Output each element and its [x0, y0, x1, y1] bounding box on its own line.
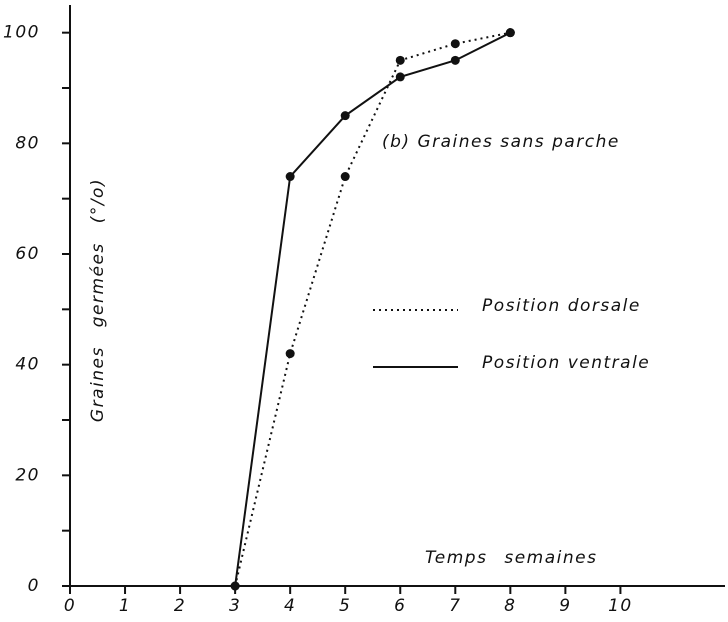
y-axis-label: Graines germées (°/o)	[88, 178, 108, 422]
x-tick-label: 6	[394, 596, 406, 616]
x-tick-label: 0	[64, 596, 76, 616]
point	[450, 39, 460, 49]
y-tick-label: 80	[15, 133, 40, 153]
point	[340, 172, 350, 182]
y-tick-label: 40	[15, 355, 40, 375]
y-tick-label: 100	[3, 23, 40, 43]
point	[340, 111, 350, 121]
x-tick-label: 7	[449, 596, 461, 616]
point	[285, 349, 295, 359]
y-tick-label: 0	[28, 576, 40, 596]
series-line	[234, 31, 511, 587]
point	[285, 172, 295, 182]
y-tick-label: 20	[15, 465, 40, 485]
x-tick-label: 5	[339, 596, 351, 616]
series-line	[234, 31, 511, 587]
x-tick-label: 3	[229, 596, 241, 616]
point	[395, 55, 405, 65]
x-tick-label: 8	[504, 596, 516, 616]
point	[450, 55, 460, 65]
x-tick-label: 1	[119, 596, 131, 616]
annotation: (b) Graines sans parche	[382, 132, 620, 152]
legend-label: Position dorsale	[482, 296, 641, 316]
x-tick-label: 4	[284, 596, 296, 616]
x-tick-label: 2	[174, 596, 186, 616]
x-axis-label: Temps semaines	[425, 548, 597, 568]
point	[230, 581, 240, 591]
x-tick-label: 9	[559, 596, 571, 616]
point	[395, 72, 405, 82]
x-tick-label: 10	[608, 596, 633, 616]
y-tick-label: 60	[15, 244, 40, 264]
legend-label: Position ventrale	[482, 353, 650, 373]
point	[505, 28, 515, 38]
